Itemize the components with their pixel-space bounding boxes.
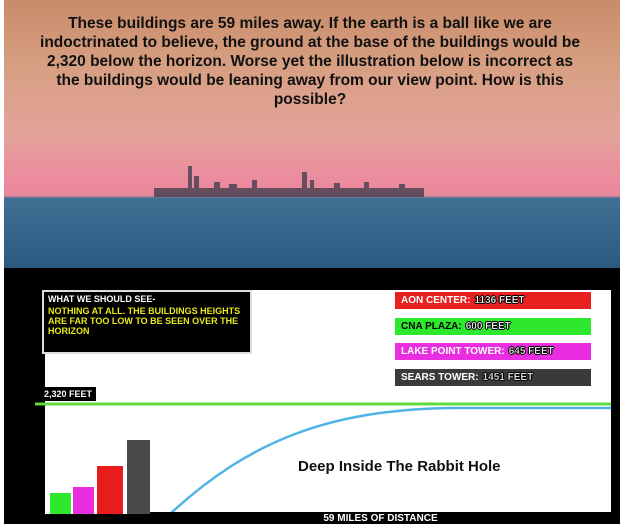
building-bar [127, 440, 150, 514]
building-bar [73, 487, 94, 514]
note-text: NOTHING AT ALL. THE BUILDINGS HEIGHTS AR… [48, 306, 241, 336]
note-title: WHAT WE SHOULD SEE- [48, 294, 156, 304]
caption: These buildings are 59 miles away. If th… [40, 15, 580, 108]
distance-label: 59 MILES OF DISTANCE [150, 512, 611, 524]
building-bar [97, 466, 123, 514]
legend-name: LAKE POINT TOWER: [401, 346, 505, 357]
skyline [154, 166, 424, 197]
legend-name: AON CENTER: [401, 295, 471, 306]
note-box: WHAT WE SHOULD SEE- NOTHING AT ALL. THE … [42, 290, 252, 354]
legend-height: 1136 FEET [474, 295, 525, 306]
horizon-label: 2,320 FEET [40, 387, 97, 401]
legend-name: CNA PLAZA: [401, 320, 462, 332]
skyline-photo [4, 0, 620, 268]
legend-entry: SEARS TOWER: 1451 FEET [395, 368, 591, 386]
curve [169, 406, 611, 515]
legend-entry: AON CENTER: 1136 FEET [395, 292, 591, 309]
legend-name: SEARS TOWER: [401, 371, 479, 383]
legend-height: 1451 FEET [482, 371, 534, 383]
legend-height: 645 FEET [508, 346, 554, 357]
legend-height: 600 FEET [465, 320, 511, 332]
watermark: Deep Inside The Rabbit Hole [298, 458, 501, 475]
legend-entry: CNA PLAZA: 600 FEET [395, 317, 591, 335]
legend-entry: LAKE POINT TOWER: 645 FEET [395, 343, 591, 360]
building-bar [50, 493, 71, 514]
